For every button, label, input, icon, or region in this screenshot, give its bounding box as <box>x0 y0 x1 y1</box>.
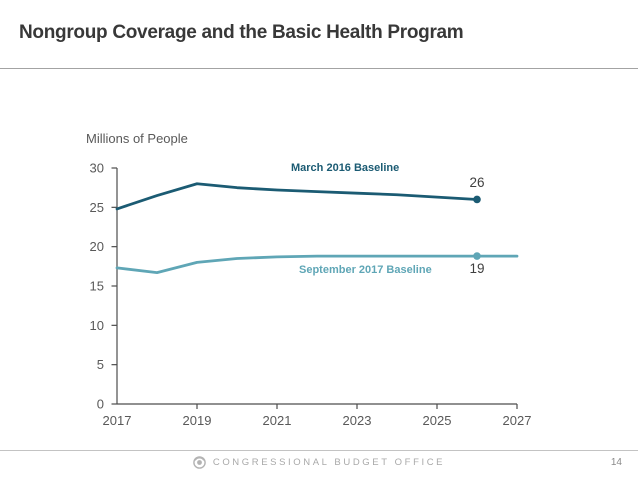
y-axis-title: Millions of People <box>86 131 188 146</box>
y-tick-label: 25 <box>90 200 104 215</box>
series-endpoint-dot-0 <box>473 195 481 204</box>
slide-title: Nongroup Coverage and the Basic Health P… <box>19 22 464 43</box>
data-label-march-endpoint: 26 <box>469 175 485 190</box>
page-number: 14 <box>610 457 622 468</box>
footer-brand: CONGRESSIONAL BUDGET OFFICE <box>0 456 638 469</box>
y-tick-label: 15 <box>90 279 104 294</box>
x-tick-label: 2023 <box>343 413 372 428</box>
x-tick-label: 2019 <box>183 413 212 428</box>
y-tick-label: 0 <box>97 397 104 412</box>
series-endpoint-dot-1 <box>473 252 481 260</box>
x-tick-label: 2021 <box>263 413 292 428</box>
x-tick-label: 2025 <box>423 413 452 428</box>
series-line-1 <box>115 254 519 275</box>
x-tick-label: 2017 <box>103 413 132 428</box>
x-tick-label: 2027 <box>503 413 532 428</box>
title-divider <box>0 68 638 69</box>
data-label-september-endpoint: 19 <box>469 261 485 276</box>
footer-divider <box>0 450 638 451</box>
y-tick-label: 5 <box>97 357 104 372</box>
series-label-march-2016-baseline: March 2016 Baseline <box>291 162 400 174</box>
cbo-seal-icon <box>193 456 206 469</box>
y-tick-label: 10 <box>90 318 104 333</box>
series-label-september-2017-baseline: September 2017 Baseline <box>299 264 432 276</box>
y-tick-label: 30 <box>90 161 104 176</box>
y-tick-label: 20 <box>90 239 104 254</box>
series-line-0 <box>115 182 479 211</box>
organization-name: CONGRESSIONAL BUDGET OFFICE <box>212 457 446 468</box>
